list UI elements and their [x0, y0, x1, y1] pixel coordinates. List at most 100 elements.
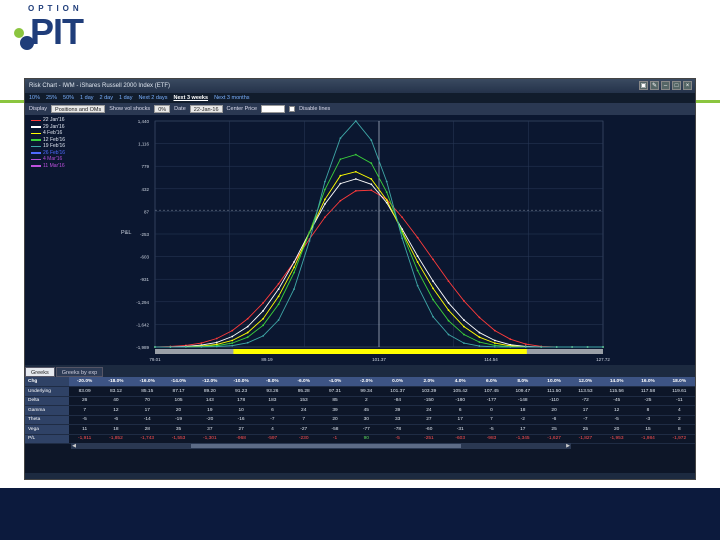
legend-entry[interactable]: 4 Feb'16 [31, 130, 65, 137]
disable-lines-checkbox[interactable] [289, 106, 296, 112]
x-tick-label: 127.72 [596, 357, 610, 362]
series-point-2 [447, 309, 450, 312]
series-point-2 [432, 287, 434, 290]
series-point-2 [385, 199, 388, 201]
greeks-cell: -177 [475, 396, 508, 406]
y-tick-label: -1,642 [136, 322, 149, 327]
legend-entry[interactable]: 29 Jan'16 [31, 124, 65, 131]
greeks-row-label: Underlying [25, 386, 69, 397]
control-bar: Display Positions and OMs Show vol shock… [25, 103, 695, 115]
greeks-cell: -14 [131, 415, 163, 425]
series-point-2 [493, 342, 496, 345]
greeks-cell: 27 [225, 424, 257, 435]
greeks-cell: 0 [475, 405, 508, 416]
legend-swatch [31, 165, 41, 167]
tools-icon[interactable]: ✎ [650, 81, 659, 90]
greeks-cell: -25 [632, 396, 664, 406]
legend-entry[interactable]: 12 Feb'16 [31, 137, 65, 144]
series-point-2 [277, 295, 280, 298]
legend-label: 19 Feb'16 [43, 143, 66, 149]
greeks-cell: -5 [601, 415, 633, 425]
series-point-0 [262, 302, 265, 304]
series-point-2 [324, 198, 326, 201]
greeks-cell: 37 [194, 424, 226, 435]
series-point-0 [447, 280, 450, 283]
legend-entry[interactable]: 26 Feb'16 [31, 150, 65, 157]
center-price-input[interactable] [261, 105, 286, 113]
greeks-cell: 20 [319, 415, 351, 425]
greeks-cell: -78 [381, 424, 414, 435]
greeks-row: Underlying 83.09 83.12 85.15 87.17 89.20 91.23… [25, 386, 695, 397]
range-option[interactable]: 2 day [99, 95, 113, 101]
greeks-cell: 26 [69, 396, 101, 406]
print-icon[interactable]: ▣ [639, 81, 648, 90]
horizontal-scrollbar[interactable]: ◀ ▶ [71, 443, 571, 449]
series-point-3 [293, 271, 295, 274]
scroll-left-icon[interactable]: ◀ [72, 443, 76, 449]
greeks-change-cell: 6.0% [475, 377, 508, 387]
legend-entry[interactable]: 11 Mar'16 [31, 163, 65, 170]
greeks-cell: -72 [569, 396, 602, 406]
greeks-cell: -60 [413, 424, 445, 435]
greeks-cell: -1,972 [663, 434, 695, 444]
greeks-cell: -6 [100, 415, 132, 425]
y-tick-label: 432 [141, 187, 149, 192]
series-point-4 [200, 346, 203, 348]
close-icon[interactable]: × [683, 81, 692, 90]
series-point-4 [478, 345, 481, 347]
greeks-cell: -1,984 [632, 434, 664, 444]
minimize-icon[interactable]: – [661, 81, 670, 90]
range-option[interactable]: 50% [63, 95, 75, 101]
series-point-0 [354, 189, 357, 192]
greeks-change-cell: 16.0% [632, 377, 664, 387]
range-option[interactable]: 10% [29, 95, 41, 101]
scroll-right-icon[interactable]: ▶ [566, 443, 570, 449]
series-point-4 [555, 346, 558, 348]
risk-chart-svg: 1,440 1,116 779 432 87 -253 -603 -931 -1,294 -1,6… [121, 119, 610, 362]
greeks-row: Vega 11 18 28 35 37 27 4 -27 -58 -77 -78 -60 -31 -5 17 2… [25, 424, 695, 435]
range-option[interactable]: Next 2 days [138, 95, 168, 101]
series-point-4 [509, 346, 512, 348]
series-point-4 [432, 315, 434, 318]
legend-swatch [31, 132, 41, 134]
series-point-2 [370, 178, 373, 180]
range-option[interactable]: 1 day [118, 95, 133, 101]
legend-label: 11 Mar'16 [43, 162, 65, 169]
range-option-active[interactable]: Next 3 weeks [173, 95, 209, 101]
series-point-4 [540, 346, 543, 348]
series-point-2 [262, 317, 265, 320]
range-option[interactable]: Next 3 months [214, 95, 250, 101]
date-select[interactable]: 22-Jan-16 [189, 105, 223, 113]
greeks-cell: -150 [413, 396, 445, 406]
greeks-row: Gamma 7 12 17 20 19 10 6 24 39 45 39 24 6 0 18 20 17 12 8 4 [25, 405, 695, 416]
maximize-icon[interactable]: □ [672, 81, 681, 90]
greeks-cell: -27 [288, 424, 320, 435]
greeks-cell: -11 [663, 396, 695, 406]
vol-shock-select[interactable]: 0% [154, 105, 171, 113]
greeks-change-cell: -4.0% [319, 377, 351, 387]
range-option[interactable]: 25% [46, 95, 58, 101]
range-option[interactable]: 1 day [80, 95, 94, 101]
risk-chart[interactable]: 1,440 1,116 779 432 87 -253 -603 -931 -1,294 -1,6… [25, 115, 695, 365]
legend-entry[interactable]: 19 Feb'16 [31, 143, 65, 150]
legend-entry[interactable]: 4 Mar'16 [31, 156, 65, 163]
tab-greeks[interactable]: Greeks [25, 367, 55, 377]
greeks-cell: 85 [319, 396, 351, 406]
greeks-cell: 7 [475, 415, 508, 425]
legend-entry[interactable]: 22 Jan'16 [31, 117, 65, 124]
series-point-2 [246, 331, 249, 334]
legend-label: 4 Feb'16 [43, 130, 63, 136]
tab-greeks-by-exp[interactable]: Greeks by exp [55, 367, 104, 377]
scrollbar-thumb[interactable] [191, 444, 461, 448]
footer-band [0, 488, 720, 540]
greeks-cell: -1,953 [601, 434, 633, 444]
display-select[interactable]: Positions and OMs [51, 105, 106, 113]
greeks-cell: 143 [194, 396, 226, 406]
greeks-cell: -58 [319, 424, 351, 435]
y-tick-label: -1,294 [136, 300, 149, 305]
greeks-cell: 20 [601, 424, 633, 435]
series-point-4 [571, 346, 574, 348]
series-point-4 [524, 346, 527, 348]
series-point-4 [324, 180, 326, 183]
option-pit-logo: OPTION PIT [8, 4, 104, 54]
